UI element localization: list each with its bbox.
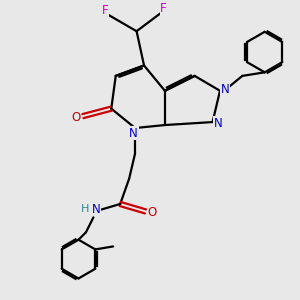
Text: O: O bbox=[148, 206, 157, 219]
Text: N: N bbox=[214, 117, 222, 130]
Text: O: O bbox=[71, 111, 80, 124]
Text: F: F bbox=[160, 2, 167, 15]
Text: H: H bbox=[81, 204, 89, 214]
Text: N: N bbox=[129, 127, 138, 140]
Text: N: N bbox=[221, 83, 230, 96]
Text: N: N bbox=[92, 202, 101, 215]
Text: F: F bbox=[102, 4, 109, 17]
